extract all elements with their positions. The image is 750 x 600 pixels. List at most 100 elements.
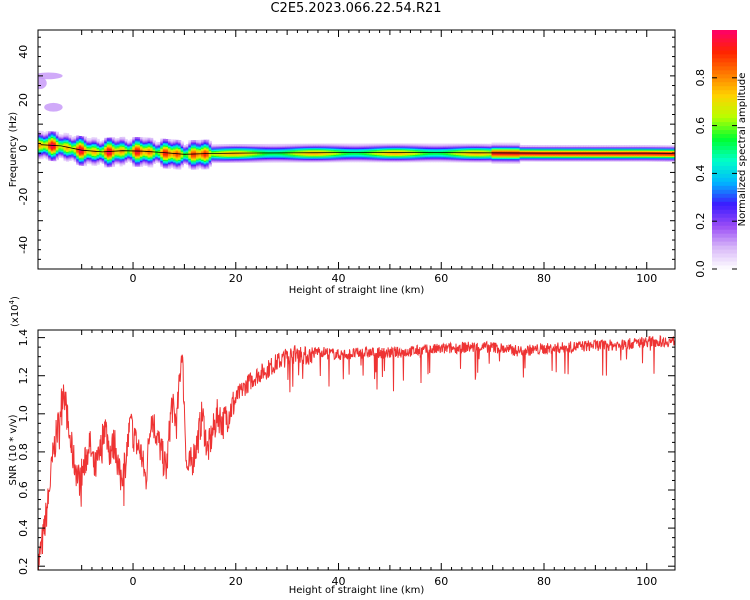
spectrogram-cell xyxy=(267,143,271,146)
spectrogram-cell xyxy=(203,148,207,150)
spectrogram-cell xyxy=(244,156,248,158)
spectrogram-cell xyxy=(455,149,460,152)
spectrogram-cell xyxy=(387,156,391,159)
spectrogram-cell xyxy=(341,155,345,158)
bottom-plot-frame xyxy=(37,329,676,571)
spectrogram-cell xyxy=(249,147,253,150)
top-y-axis-label: Frequency (Hz) xyxy=(8,112,19,188)
spectrogram-cell xyxy=(285,159,289,162)
spectrogram-cell xyxy=(175,166,179,169)
spectrogram-cell xyxy=(555,158,559,161)
spectrogram-cell xyxy=(254,151,258,154)
spectrogram-cell xyxy=(254,156,258,158)
spectrogram-cell xyxy=(550,154,554,157)
spectrogram-cell xyxy=(147,148,151,151)
spectrogram-cell xyxy=(596,159,600,162)
spectrogram-cell xyxy=(282,158,286,161)
spectrogram-cell xyxy=(506,157,510,159)
spectrogram-cell xyxy=(211,149,215,152)
spectrogram-cell xyxy=(229,151,233,154)
spectrogram-cell xyxy=(338,143,342,146)
spectrogram-cell xyxy=(552,147,556,150)
spectrogram-cell xyxy=(252,156,256,158)
spectrogram-cell xyxy=(524,156,528,158)
spectrogram-cell xyxy=(119,158,123,161)
spectrogram-cell xyxy=(468,150,472,153)
spectrogram-cell xyxy=(206,150,210,153)
spectrogram-cell xyxy=(139,165,144,167)
spectrogram-cell xyxy=(145,137,149,140)
spectrogram-cell xyxy=(580,147,584,150)
spectrogram-cell xyxy=(83,159,88,162)
spectrogram-cell xyxy=(195,161,200,164)
spectrogram-cell xyxy=(445,147,449,150)
spectrogram-cell xyxy=(188,149,192,152)
spectrogram-cell xyxy=(73,139,77,142)
spectrogram-cell xyxy=(506,155,510,158)
spectrogram-cell xyxy=(40,142,44,145)
spectrogram-cell xyxy=(173,151,177,154)
spectrogram-cell xyxy=(669,150,674,153)
spectrogram-cell xyxy=(376,150,381,153)
spectrogram-cell xyxy=(323,160,327,163)
spectrogram-cell xyxy=(66,153,70,156)
spectrogram-cell xyxy=(157,156,161,159)
spectrogram-cell xyxy=(147,158,151,161)
spectrogram-cell xyxy=(315,154,319,157)
spectrogram-cell xyxy=(359,150,363,153)
spectrogram-cell xyxy=(318,147,322,150)
spectrogram-cell xyxy=(361,150,365,153)
spectrogram-cell xyxy=(40,140,44,143)
spectrogram-cell xyxy=(394,150,398,153)
spectrogram-cell xyxy=(578,156,582,158)
snr-layer xyxy=(38,334,675,570)
spectrogram-cell xyxy=(310,159,314,162)
spectrogram-cell xyxy=(662,156,666,159)
spectrogram-cell xyxy=(83,143,88,146)
spectrogram-cell xyxy=(173,145,177,148)
spectrogram-cell xyxy=(517,148,521,151)
spectrogram-cell xyxy=(68,144,72,147)
spectrogram-cell xyxy=(328,158,332,160)
spectrogram-cell xyxy=(514,146,518,149)
spectrogram-cell xyxy=(499,161,503,164)
spectrogram-cell xyxy=(621,153,625,156)
spectrogram-cell xyxy=(481,158,485,161)
spectrogram-cell xyxy=(649,151,653,154)
spectrogram-cell xyxy=(134,154,138,156)
spectrogram-cell xyxy=(162,139,166,142)
spectrogram-cell xyxy=(618,145,623,148)
spectrogram-cell xyxy=(410,160,414,163)
spectrogram-cell xyxy=(252,157,256,160)
spectrogram-cell xyxy=(91,156,95,159)
spectrogram-cell xyxy=(145,141,149,143)
colorbar-segment xyxy=(712,45,737,51)
spectrogram-cell xyxy=(147,152,151,154)
spectrogram-cell xyxy=(407,148,411,151)
spectrogram-cell xyxy=(453,148,457,151)
spectrogram-cell xyxy=(458,160,462,163)
spectrogram-cell xyxy=(379,159,383,162)
spectrogram-cell xyxy=(267,157,271,159)
spectrogram-cell xyxy=(175,160,179,163)
spectrogram-cell xyxy=(560,147,564,150)
spectrogram-cell xyxy=(178,141,182,144)
spectrogram-cell xyxy=(295,148,299,151)
spectrogram-cell xyxy=(606,145,610,148)
spectrogram-cell xyxy=(76,153,80,156)
spectrogram-cell xyxy=(399,144,403,147)
top-x-axis-label: Height of straight line (km) xyxy=(289,285,425,296)
spectrogram-cell xyxy=(313,150,317,153)
spectrogram-cell xyxy=(315,143,319,146)
spectrogram-cell xyxy=(139,139,144,142)
spectrogram-cell xyxy=(555,157,559,160)
spectrogram-cell xyxy=(611,153,615,156)
spectrogram-cell xyxy=(359,143,363,146)
spectrogram-cell xyxy=(318,155,322,158)
spectrogram-cell xyxy=(318,146,322,148)
spectrogram-cell xyxy=(539,145,544,148)
spectrogram-cell xyxy=(463,148,467,151)
spectrogram-cell xyxy=(338,145,342,148)
spectrogram-cell xyxy=(297,159,302,162)
spectrogram-cell xyxy=(399,156,403,159)
